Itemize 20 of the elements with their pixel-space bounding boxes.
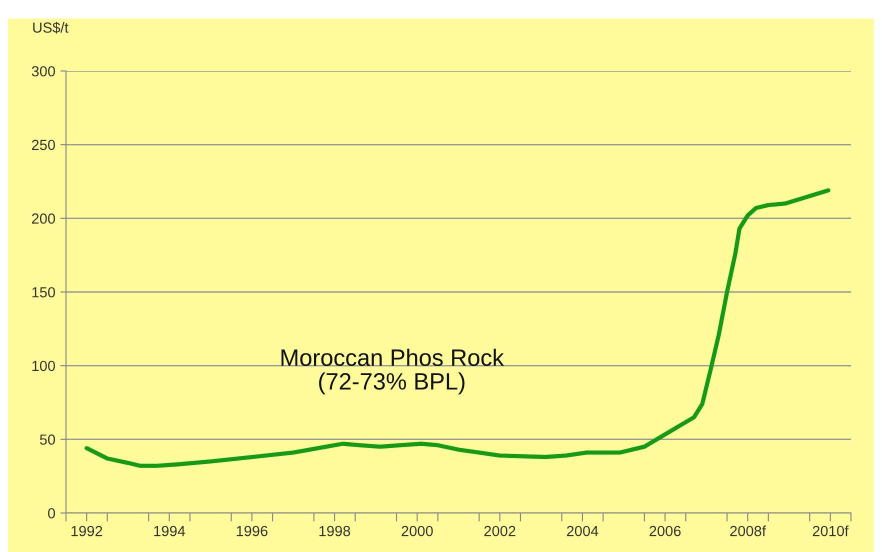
x-tick-label: 1994 — [154, 526, 186, 536]
y-tick-label: 250 — [32, 140, 56, 150]
x-tick-label: 1998 — [319, 526, 350, 536]
y-tick-label: 100 — [32, 360, 56, 372]
x-tick-label: 2004 — [566, 526, 598, 536]
text: Moroccan Phos Rock (72-73% BPL) — [282, 348, 504, 394]
y-tick-label: 300 — [32, 66, 56, 76]
y-tick-label: 200 — [32, 213, 56, 224]
y-tick-label: 150 — [32, 287, 56, 298]
x-tick-label: 2008f — [730, 526, 766, 536]
x-tick-label: 2000 — [402, 526, 433, 536]
y-tick-label: 0 — [48, 508, 56, 518]
line-series — [84, 188, 830, 468]
x-tick-label: 2006 — [650, 526, 681, 536]
x-tick-label: 1992 — [72, 526, 102, 536]
y-axis-title: US$/t — [33, 22, 68, 34]
y-tick-label: 50 — [40, 434, 56, 445]
x-tick-label: 2010f — [812, 526, 849, 536]
x-tick-label: 1996 — [236, 526, 268, 536]
x-tick-label: 2002 — [484, 526, 516, 536]
